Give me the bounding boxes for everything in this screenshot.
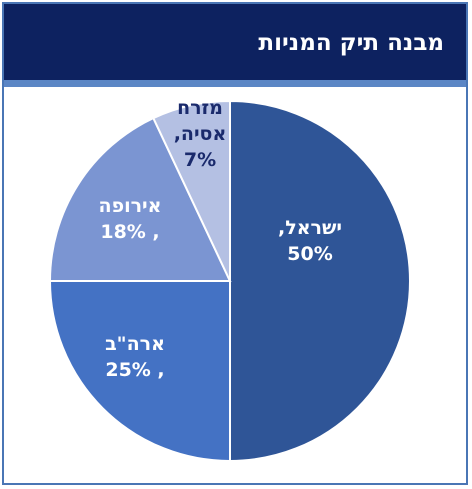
pie-labels: ישראל, 50% ארה"ב 25% , אירופה 18% , מזרח אסיה, 7… — [99, 97, 342, 381]
title-bar: מבנה תיק המניות — [4, 4, 466, 80]
slice-label-1-line-0: ארה"ב — [105, 333, 165, 355]
slice-label-2-line-1: 18% , — [100, 221, 159, 243]
slice-label-0-line-1: 50% — [287, 243, 332, 265]
slice-label-2-line-0: אירופה — [99, 195, 162, 217]
slice-label-3-line-2: 7% — [184, 149, 216, 171]
pie-slices — [48, 99, 411, 463]
pie-slice-3 — [152, 99, 231, 282]
pie-slice-0 — [229, 99, 411, 463]
pie-slice-1 — [48, 280, 231, 463]
title-underline — [4, 80, 466, 87]
chart-title: מבנה תיק המניות — [258, 30, 444, 56]
slice-label-3-line-0: מזרח — [177, 97, 223, 119]
slice-label-0-line-0: ישראל, — [278, 217, 342, 239]
pie-slice-2 — [48, 116, 232, 282]
slice-label-1-line-1: 25% , — [105, 359, 164, 381]
slice-label-3-line-1: אסיה, — [174, 123, 227, 145]
